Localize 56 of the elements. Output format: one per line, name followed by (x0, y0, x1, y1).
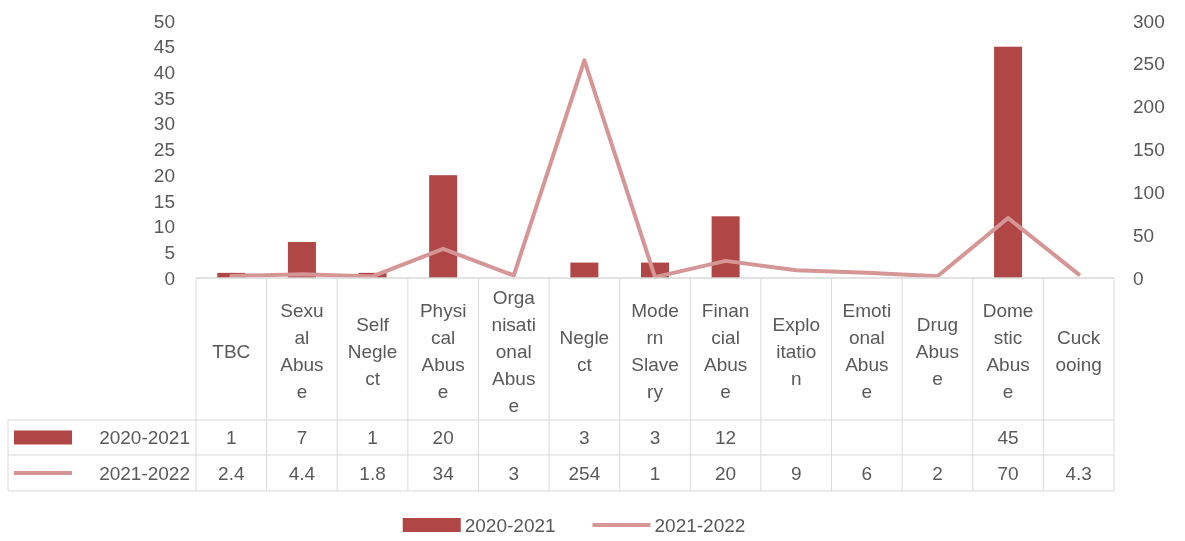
x-tick-label: Exploitation (772, 313, 820, 389)
y2-tick-label: 150 (1133, 139, 1165, 161)
y-tick-label: 40 (153, 62, 175, 84)
x-tick-label: Self Neglect (347, 313, 398, 389)
x-tick-label: Neglect (559, 327, 610, 376)
y2-tick-label: 100 (1133, 181, 1165, 203)
y2-tick-label: 200 (1133, 96, 1165, 118)
data-label: 20 (432, 427, 454, 449)
y2-tick-label: 50 (1133, 224, 1155, 246)
text: 2020-2021 (464, 514, 556, 536)
y-tick-label: 20 (153, 164, 175, 186)
data-label: 2.4 (218, 462, 245, 484)
y-tick-label: 30 (153, 113, 175, 135)
x-tick-label: Domestic Abuse (982, 300, 1034, 403)
x-tick-label: Emotional Abuse (842, 300, 892, 403)
text: 2021-2022 (654, 514, 746, 536)
y-tick-label: 50 (153, 10, 175, 32)
x-tick-label: Organisational Abuse (491, 286, 536, 416)
data-label: 7 (296, 427, 308, 449)
data-label: 1 (367, 427, 378, 449)
legend-label: 2020-2021 (99, 427, 190, 449)
x-tick-label: Sexual Abuse (280, 300, 324, 403)
data-label: 12 (715, 427, 737, 449)
data-label: 4.4 (288, 462, 316, 484)
y-tick-label: 25 (153, 139, 175, 161)
x-tick-label: Physical Abuse (419, 300, 467, 403)
data-label: 6 (861, 462, 873, 484)
y-tick-label: 10 (153, 216, 175, 238)
y-tick-label: 15 (153, 190, 175, 212)
y2-tick-label: 0 (1133, 267, 1144, 289)
x-tick-label: Cuckooing (1055, 327, 1102, 376)
data-label: 3 (649, 427, 661, 449)
x-tick-label: Modern Slavery (631, 300, 679, 403)
data-label: 2 (932, 462, 943, 484)
data-label: 1 (226, 427, 237, 449)
y-tick-label: 5 (164, 241, 175, 263)
data-label: 254 (568, 462, 601, 484)
data-label: 9 (790, 462, 802, 484)
data-label: 20 (715, 462, 737, 484)
data-label: 34 (432, 462, 455, 484)
y2-tick-label: 250 (1133, 53, 1165, 75)
y-tick-label: 35 (153, 87, 175, 109)
data-label: 1.8 (359, 462, 386, 484)
legend-label: 2021-2022 (99, 462, 190, 484)
data-label: 70 (997, 462, 1019, 484)
x-tick-label: TBC (212, 340, 251, 362)
data-label: 3 (579, 427, 590, 449)
y-tick-label: 0 (164, 267, 175, 289)
x-tick-label: Drug Abuse (915, 313, 960, 389)
y2-tick-label: 300 (1133, 10, 1165, 32)
data-label: 45 (997, 427, 1019, 449)
data-label: 1 (649, 462, 661, 484)
x-tick-label: Financial Abuse (701, 300, 750, 403)
y-tick-label: 45 (153, 36, 175, 58)
data-label: 4.3 (1065, 462, 1092, 484)
data-label: 3 (508, 462, 520, 484)
